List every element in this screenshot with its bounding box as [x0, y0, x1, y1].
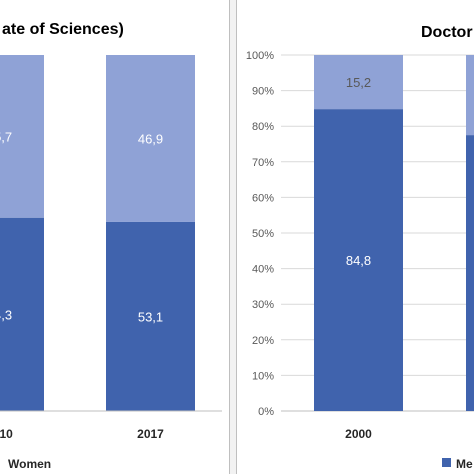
bar-men-next-partial: [466, 135, 474, 411]
legend-label-women: Women: [8, 457, 51, 471]
y-tick-label: 30%: [252, 299, 274, 311]
data-label-women-2017: 46,9: [138, 131, 163, 146]
y-tick-label: 0%: [258, 406, 274, 418]
chart-right-svg: Doctor 0% 10% 20% 30% 40% 50% 60% 70% 80% 90% 100% 8…: [246, 24, 474, 471]
y-tick-label: 60%: [252, 192, 274, 204]
chart-panel-left: ate of Sciences) 54,3 45,7 2010 53,1 46,9 2017…: [0, 0, 230, 474]
category-label-2017: 2017: [137, 427, 164, 441]
category-label-2010: 2010: [0, 427, 13, 441]
y-tick-label: 40%: [252, 264, 274, 276]
bar-women-2017: [106, 55, 195, 222]
y-tick-label: 100%: [246, 50, 274, 62]
legend-swatch-men: [442, 458, 451, 467]
data-label-men-2010: 54,3: [0, 307, 12, 322]
data-label-women-2010: 45,7: [0, 129, 12, 144]
data-label-men-2017: 53,1: [138, 309, 163, 324]
bar-men-2017: [106, 221, 195, 411]
bar-women-2000: [314, 55, 403, 110]
y-tick-label: 10%: [252, 370, 274, 382]
chart-title: Doctor: [421, 24, 473, 41]
bar-men-2010: [0, 217, 44, 411]
panel-divider: [230, 0, 236, 474]
bar-women-2010: [0, 55, 44, 218]
data-label-women-2000: 15,2: [346, 75, 371, 90]
category-label-2000: 2000: [345, 427, 372, 441]
y-tick-label: 90%: [252, 86, 274, 98]
chart-left-svg: ate of Sciences) 54,3 45,7 2010 53,1 46,9 2017…: [0, 21, 222, 471]
chart-panel-right: Doctor 0% 10% 20% 30% 40% 50% 60% 70% 80% 90% 100% 8…: [236, 0, 474, 474]
y-tick-label: 50%: [252, 228, 274, 240]
y-tick-label: 70%: [252, 157, 274, 169]
bar-men-2000: [314, 109, 403, 411]
bar-women-next-partial: [466, 55, 474, 136]
y-tick-label: 80%: [252, 121, 274, 133]
chart-title: ate of Sciences): [2, 21, 124, 38]
y-tick-label: 20%: [252, 335, 274, 347]
legend-label-men: Me: [456, 457, 473, 471]
data-label-men-2000: 84,8: [346, 253, 371, 268]
